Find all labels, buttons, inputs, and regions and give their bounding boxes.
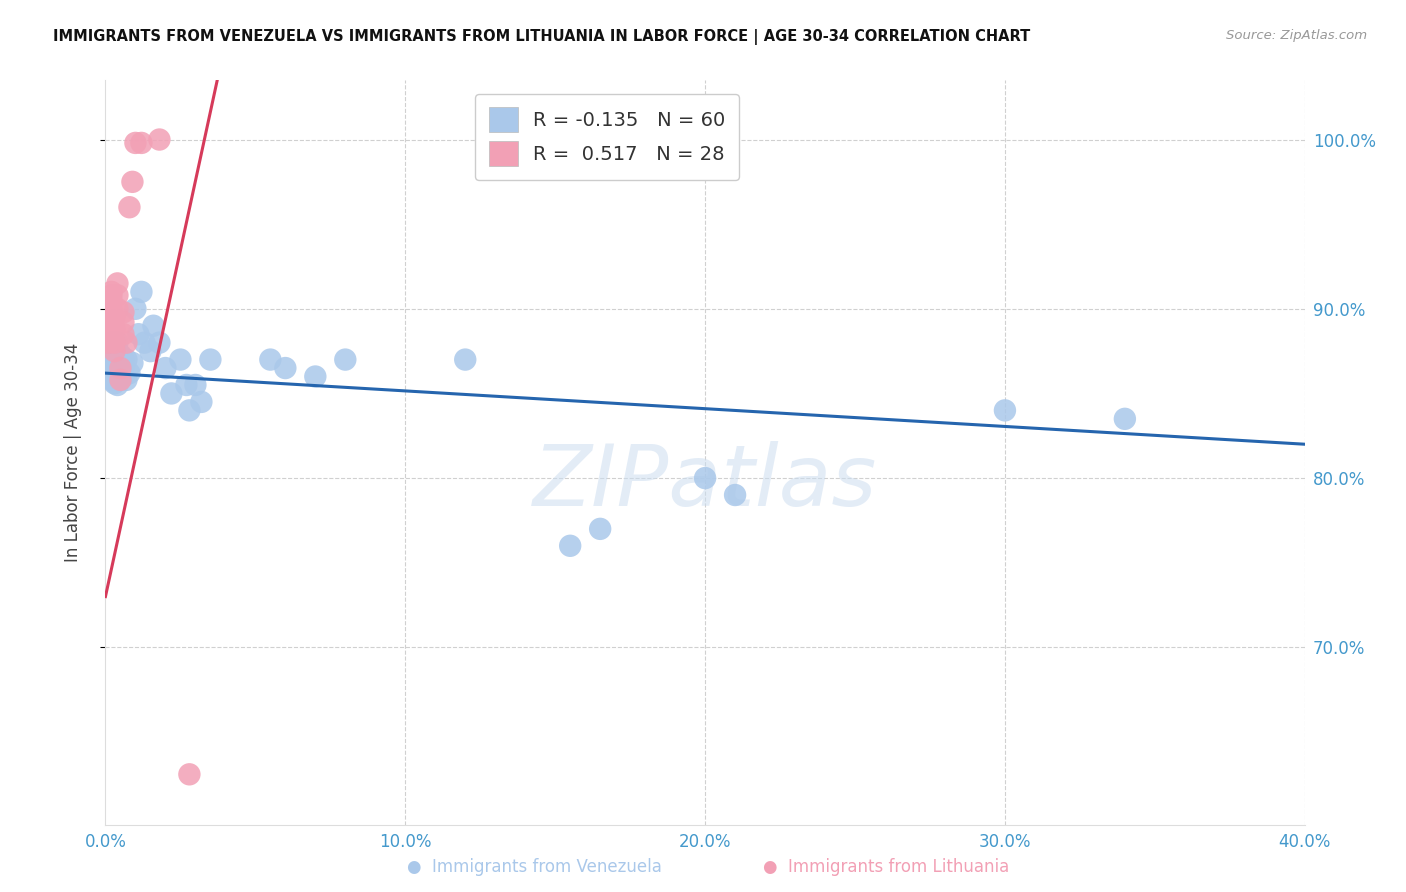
Point — [134, 335, 156, 350]
Point — [1114, 412, 1136, 426]
Point — [103, 364, 125, 378]
Point — [112, 361, 135, 376]
Text: IMMIGRANTS FROM VENEZUELA VS IMMIGRANTS FROM LITHUANIA IN LABOR FORCE | AGE 30-3: IMMIGRANTS FROM VENEZUELA VS IMMIGRANTS … — [53, 29, 1031, 45]
Point — [110, 363, 132, 377]
Point — [107, 335, 129, 350]
Point — [103, 339, 125, 353]
Point — [100, 301, 122, 316]
Point — [142, 318, 165, 333]
Point — [107, 373, 129, 387]
Point — [97, 361, 120, 376]
Point — [131, 136, 153, 150]
Point — [97, 327, 120, 342]
Point — [124, 301, 146, 316]
Point — [560, 539, 582, 553]
Point — [121, 356, 143, 370]
Point — [112, 305, 135, 319]
Point — [176, 378, 198, 392]
Point — [103, 344, 125, 359]
Point — [179, 403, 201, 417]
Point — [190, 395, 212, 409]
Text: ●  Immigrants from Lithuania: ● Immigrants from Lithuania — [762, 858, 1010, 876]
Point — [274, 361, 297, 376]
Point — [103, 352, 125, 367]
Point — [148, 132, 170, 146]
Point — [454, 352, 477, 367]
Point — [110, 361, 132, 376]
Point — [97, 310, 120, 325]
Point — [97, 335, 120, 350]
Point — [118, 366, 141, 380]
Point — [100, 293, 122, 308]
Text: ZIPatlas: ZIPatlas — [533, 441, 877, 524]
Point — [103, 335, 125, 350]
Point — [139, 344, 162, 359]
Point — [110, 369, 132, 384]
Point — [335, 352, 357, 367]
Point — [107, 277, 129, 291]
Point — [107, 378, 129, 392]
Point — [127, 327, 149, 342]
Point — [97, 318, 120, 333]
Point — [304, 369, 326, 384]
Point — [100, 352, 122, 367]
Point — [115, 335, 138, 350]
Point — [131, 285, 153, 299]
Point — [107, 288, 129, 302]
Point — [103, 359, 125, 374]
Point — [103, 322, 125, 336]
Point — [112, 369, 135, 384]
Point — [200, 352, 222, 367]
Point — [103, 310, 125, 325]
Point — [100, 373, 122, 387]
Point — [107, 344, 129, 359]
Point — [100, 310, 122, 325]
Point — [115, 373, 138, 387]
Point — [107, 352, 129, 367]
Point — [994, 403, 1017, 417]
Point — [100, 335, 122, 350]
Text: ●  Immigrants from Venezuela: ● Immigrants from Venezuela — [406, 858, 662, 876]
Point — [259, 352, 281, 367]
Point — [184, 378, 207, 392]
Point — [695, 471, 717, 485]
Point — [112, 352, 135, 367]
Point — [110, 373, 132, 387]
Point — [110, 347, 132, 361]
Point — [155, 361, 177, 376]
Point — [100, 285, 122, 299]
Point — [107, 366, 129, 380]
Point — [112, 315, 135, 329]
Point — [100, 356, 122, 370]
Point — [121, 175, 143, 189]
Point — [112, 327, 135, 342]
Point — [103, 376, 125, 391]
Point — [179, 767, 201, 781]
Point — [103, 347, 125, 361]
Point — [110, 356, 132, 370]
Point — [148, 335, 170, 350]
Legend: R = -0.135   N = 60, R =  0.517   N = 28: R = -0.135 N = 60, R = 0.517 N = 28 — [475, 94, 740, 179]
Point — [169, 352, 191, 367]
Point — [118, 200, 141, 214]
Point — [97, 369, 120, 384]
Point — [107, 301, 129, 316]
Point — [724, 488, 747, 502]
Point — [160, 386, 183, 401]
Point — [100, 344, 122, 359]
Point — [100, 366, 122, 380]
Point — [115, 352, 138, 367]
Point — [589, 522, 612, 536]
Point — [103, 369, 125, 384]
Point — [97, 352, 120, 367]
Y-axis label: In Labor Force | Age 30-34: In Labor Force | Age 30-34 — [63, 343, 82, 562]
Point — [107, 361, 129, 376]
Point — [124, 136, 146, 150]
Point — [100, 288, 122, 302]
Text: Source: ZipAtlas.com: Source: ZipAtlas.com — [1226, 29, 1367, 42]
